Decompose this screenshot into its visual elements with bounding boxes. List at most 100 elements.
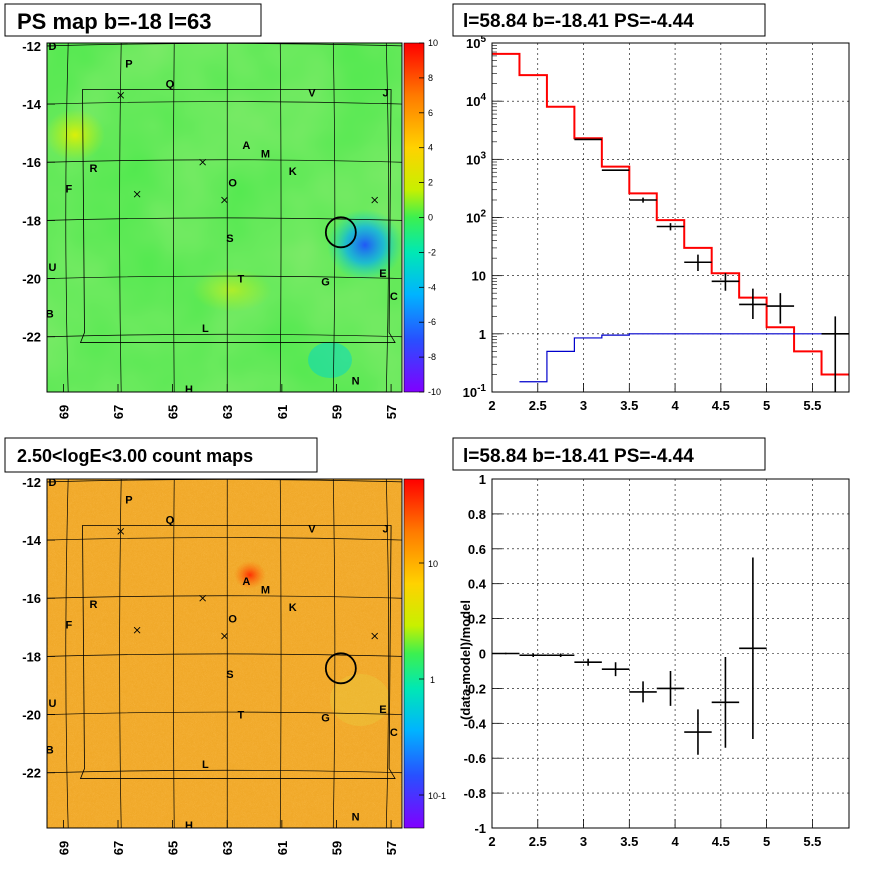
source-label: M (261, 585, 270, 597)
count-map-frame (46, 478, 403, 829)
source-label: U (48, 262, 56, 274)
x-tick-label: 65 (166, 841, 181, 855)
source-label: E (379, 268, 386, 280)
x-tick-label: 59 (329, 405, 344, 419)
count-colorbar-tick: 1 (430, 675, 435, 685)
source-markers: D P Q V J AM R K F O S U T G EC B L H N (47, 41, 398, 396)
y-tick-label: -12 (22, 39, 41, 54)
longitude-line (332, 479, 336, 828)
ps-map-axes: 69 67 65 63 61 59 57 -12 -14 -16 -18 -20 -22 (22, 39, 399, 419)
latitude-line (47, 769, 402, 774)
longitude-line (173, 43, 175, 392)
latitude-line (47, 159, 402, 163)
residual-point (739, 557, 767, 740)
source-label: K (289, 166, 297, 178)
count-map-axes: 69 67 65 63 61 59 57 -12 -14 -16 -18 -20 -22 (22, 475, 399, 855)
ps-map-title: PS map b=-18 l=63 (17, 9, 211, 34)
source-label: R (89, 163, 97, 175)
ps-colorbar-tick: 0 (428, 213, 433, 223)
latitude-line (47, 537, 402, 541)
longitude-line (279, 479, 282, 828)
source-label: A (242, 140, 250, 152)
spectrum-title: l=58.84 b=-18.41 PS=-4.44 (463, 11, 694, 32)
y-tick-label: 102 (466, 209, 486, 226)
ps-colorbar-tick: -2 (428, 247, 436, 257)
source-cross (117, 528, 125, 535)
y-tick-label: -18 (22, 649, 41, 664)
x-tick-label: 57 (384, 841, 399, 855)
x-tick-label: 63 (220, 405, 235, 419)
x-tick-label: 2.5 (529, 834, 547, 849)
ps-colorbar-tick: 8 (428, 73, 433, 83)
source-label: S (226, 233, 233, 245)
y-tick-label: 0.6 (468, 542, 486, 557)
count-colorbar-ticks: 10 1 10-1 (419, 559, 446, 801)
source-label: Q (166, 515, 175, 527)
coordinate-grid (47, 43, 402, 392)
y-tick-label: -20 (22, 272, 41, 287)
spectrum-axes: 2 2.5 3 3.5 4 4.5 5 5.5 10-1 1 10 102 103 104 105 (463, 34, 822, 413)
y-tick-label: -22 (22, 766, 41, 781)
ps-map-image: D P Q V J AM R K F O S U T G EC B L H N (47, 41, 402, 396)
source-label: T (238, 274, 245, 286)
y-tick-label: -16 (22, 591, 41, 606)
source-label: O (228, 614, 237, 626)
x-tick-label: 3 (580, 834, 587, 849)
longitude-line (279, 43, 282, 392)
ps-colorbar-tick: -8 (428, 352, 436, 362)
source-label: P (125, 58, 132, 70)
latitude-line (47, 653, 402, 657)
data-point (711, 273, 740, 291)
count-colorbar-tick: 10-1 (428, 791, 446, 801)
x-tick-label: 4 (671, 834, 679, 849)
x-tick-label: 59 (329, 841, 344, 855)
source-cross (133, 626, 141, 634)
source-label: F (65, 183, 72, 195)
ps-colorbar-tick: -6 (428, 317, 436, 327)
spectrum-plot-area (492, 43, 849, 392)
source-label: J (383, 523, 389, 535)
spectrum-panel: 2 2.5 3 3.5 4 4.5 5 5.5 10-1 1 10 102 103 104 105 l=58… (452, 3, 850, 413)
model-step-line (492, 52, 849, 376)
y-tick-label: 1 (479, 472, 486, 487)
y-tick-label: -12 (22, 475, 41, 490)
source-label: V (308, 523, 316, 535)
data-point (656, 223, 685, 231)
longitude-line (119, 479, 122, 828)
y-tick-label: -18 (22, 213, 41, 228)
x-tick-label: 3 (580, 398, 587, 413)
x-tick-label: 5 (763, 398, 770, 413)
data-point (821, 316, 849, 392)
residual-panel: 2 2.5 3 3.5 4 4.5 5 5.5 1 0.8 0.6 0.4 0.2 0 -0.2 -0.4 -0… (452, 437, 850, 849)
ps-colorbar-tick: -4 (428, 282, 436, 292)
residual-ylabel: (data-model)/model (458, 600, 473, 720)
y-tick-label: 10-1 (463, 383, 487, 400)
source-label: D (48, 477, 56, 489)
y-tick-label: -16 (22, 155, 41, 170)
x-tick-label: 69 (56, 405, 71, 419)
latitude-line (47, 711, 402, 715)
longitude-line (119, 43, 122, 392)
source-label: O (228, 178, 237, 190)
y-tick-label: 103 (466, 150, 486, 167)
source-label: V (308, 87, 316, 99)
source-cross (221, 196, 228, 204)
ps-map-frame (46, 42, 403, 393)
source-label: G (321, 276, 330, 288)
y-tick-label: -0.4 (464, 716, 487, 731)
ps-colorbar-tick: -10 (428, 387, 441, 397)
ps-colorbar-tick: 2 (428, 178, 433, 188)
source-label: H (185, 384, 193, 396)
source-label: S (226, 669, 233, 681)
residual-plot-area (492, 479, 849, 828)
x-tick-label: 4 (671, 398, 679, 413)
background-step-line (519, 333, 849, 383)
source-label: D (48, 41, 56, 53)
source-label: C (390, 291, 398, 303)
longitude-line (173, 479, 175, 828)
y-tick-label: -0.6 (464, 751, 486, 766)
x-tick-label: 2 (488, 398, 495, 413)
coordinate-grid (47, 479, 402, 828)
source-label: C (390, 727, 398, 739)
